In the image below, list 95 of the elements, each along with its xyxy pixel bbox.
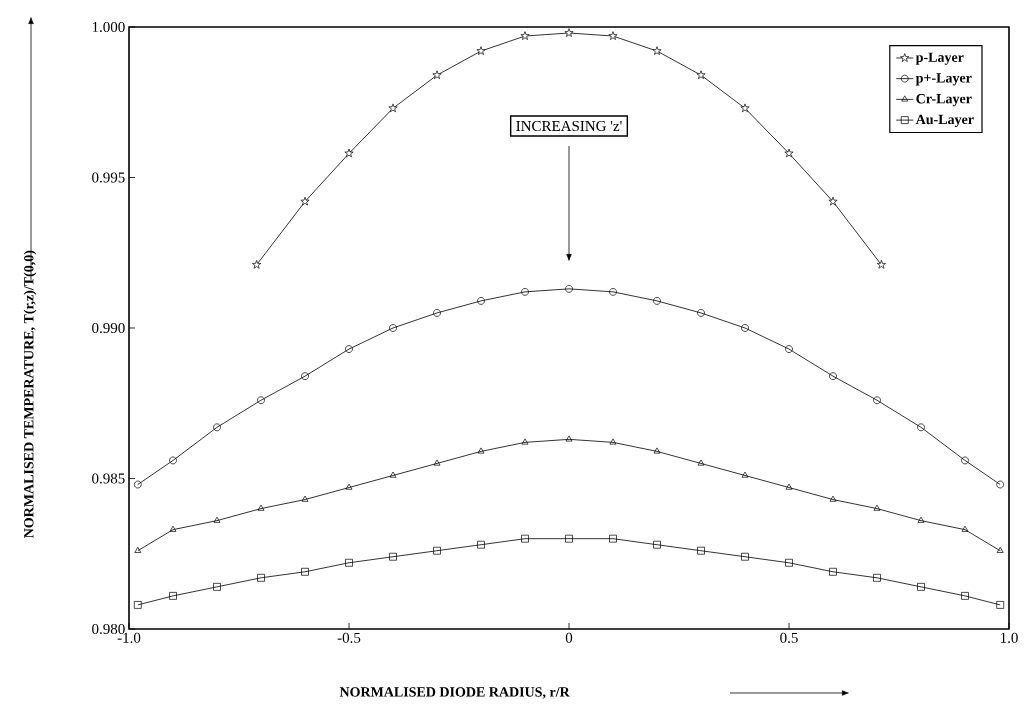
point (134, 546, 142, 553)
point (388, 103, 398, 113)
point (389, 471, 397, 478)
point (828, 196, 838, 206)
x-tick-label: 0 (565, 632, 573, 643)
x-axis-title: NORMALISED DIODE RADIUS, r/R (339, 687, 570, 699)
point (609, 288, 617, 296)
x-tick-label: -1.0 (117, 632, 141, 643)
point (301, 372, 309, 380)
point (301, 567, 309, 576)
point (433, 546, 441, 555)
point (301, 495, 309, 502)
point (608, 31, 618, 40)
point (785, 345, 793, 353)
point (252, 260, 262, 269)
point (257, 573, 265, 582)
point (741, 552, 749, 561)
point (961, 456, 969, 465)
point (961, 592, 969, 600)
point (433, 459, 441, 466)
point (697, 459, 705, 466)
point (696, 70, 706, 80)
point (133, 601, 142, 609)
point (996, 480, 1005, 489)
point (653, 447, 661, 454)
y-axis-title: NORMALISED TEMPERATURE, T(r,z)/T(0,0) (23, 250, 37, 539)
point (432, 70, 442, 80)
x-tick-label: 1.0 (1000, 632, 1018, 643)
point (697, 546, 705, 555)
point (433, 309, 441, 317)
point (521, 534, 529, 543)
point (345, 558, 353, 567)
point (564, 28, 574, 37)
point (609, 534, 617, 543)
y-tick-label: 0.980 (92, 623, 125, 635)
point (784, 148, 794, 158)
point (996, 546, 1004, 553)
point (785, 558, 793, 567)
legend-label: Cr-Layer (916, 93, 972, 107)
point (996, 601, 1005, 609)
point (213, 516, 221, 523)
point (521, 288, 529, 296)
point (169, 456, 177, 465)
legend-label: p-Layer (915, 52, 964, 65)
point (520, 31, 530, 40)
point (565, 285, 573, 293)
point (653, 297, 661, 305)
point (477, 297, 485, 305)
point (873, 504, 881, 511)
point (344, 148, 354, 158)
x-tick-label: 0.5 (780, 632, 798, 643)
point (697, 309, 705, 317)
point (389, 324, 397, 332)
point (169, 592, 177, 600)
point (213, 423, 221, 432)
point (476, 46, 486, 55)
point (477, 447, 485, 454)
point (300, 196, 310, 206)
point (917, 583, 925, 591)
point (785, 483, 793, 490)
point (389, 552, 397, 561)
point (917, 516, 925, 523)
point (477, 540, 485, 549)
y-tick-label: 1.000 (92, 21, 125, 33)
point (565, 534, 573, 543)
point (521, 438, 529, 445)
point (257, 504, 265, 511)
y-tick-label: 0.985 (92, 473, 125, 484)
point (873, 396, 881, 405)
y-tick-label: 0.990 (92, 322, 125, 334)
point (133, 480, 142, 489)
point (876, 260, 886, 269)
point (345, 345, 353, 353)
point (653, 540, 661, 549)
point (169, 525, 177, 532)
point (609, 438, 617, 445)
point (741, 324, 749, 332)
point (565, 435, 573, 442)
point (873, 573, 881, 582)
point (740, 103, 750, 113)
legend-label: Au-Layer (915, 114, 974, 128)
point (829, 372, 837, 380)
point (917, 423, 925, 432)
point (829, 495, 837, 502)
point (213, 583, 221, 591)
y-tick-label: 0.995 (92, 172, 125, 183)
point (829, 567, 837, 576)
point (652, 46, 662, 55)
legend-label: p+-Layer (915, 73, 972, 86)
point (741, 471, 749, 478)
point (961, 525, 969, 532)
point (257, 396, 265, 405)
point (345, 483, 353, 490)
annotation: INCREASING 'z' (516, 120, 622, 132)
x-tick-label: -0.5 (337, 632, 361, 643)
